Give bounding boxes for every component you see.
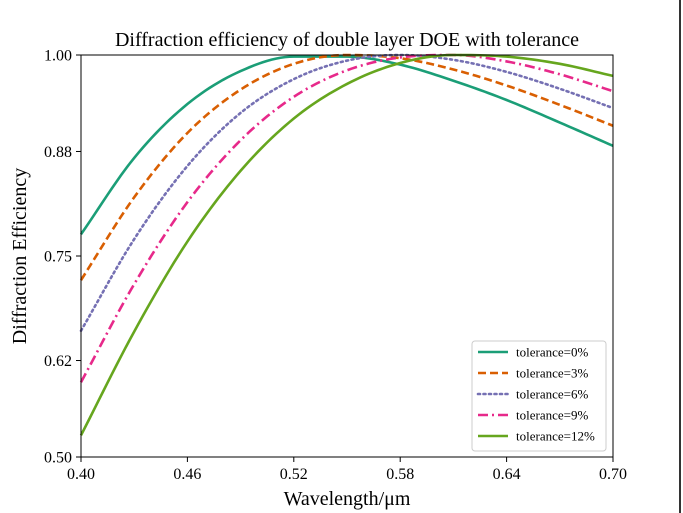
x-tick-label-4: 0.64 bbox=[493, 466, 521, 483]
x-tick-label-3: 0.58 bbox=[386, 466, 414, 483]
legend-label-0: tolerance=0% bbox=[516, 345, 588, 360]
y-tick-label-2: 0.75 bbox=[44, 249, 72, 266]
legend-label-1: tolerance=3% bbox=[516, 366, 588, 381]
legend-label-4: tolerance=12% bbox=[516, 429, 595, 444]
chart-title: Diffraction efficiency of double layer D… bbox=[115, 29, 579, 51]
y-axis-ticks: 0.50 0.62 0.75 0.88 1.00 bbox=[44, 48, 81, 467]
series-line-0 bbox=[79, 55, 614, 236]
legend: tolerance=0% tolerance=3% tolerance=6% tole… bbox=[471, 340, 607, 452]
series-line-4 bbox=[79, 53, 614, 436]
x-tick-label-2: 0.52 bbox=[280, 466, 308, 483]
x-tick-label-5: 0.70 bbox=[599, 466, 627, 483]
legend-label-2: tolerance=6% bbox=[516, 387, 588, 402]
legend-box bbox=[471, 340, 607, 452]
x-tick-label-0: 0.40 bbox=[67, 466, 95, 483]
legend-label-3: tolerance=9% bbox=[516, 408, 588, 423]
y-tick-label-4: 1.00 bbox=[44, 48, 72, 65]
x-tick-label-1: 0.46 bbox=[173, 466, 201, 483]
x-axis-ticks: 0.40 0.46 0.52 0.58 0.64 0.70 bbox=[67, 457, 627, 483]
x-axis-label: Wavelength/μm bbox=[284, 488, 411, 510]
y-axis-label: Diffraction Efficiency bbox=[9, 168, 31, 344]
y-tick-label-0: 0.50 bbox=[44, 450, 72, 467]
legend-items: tolerance=0% tolerance=3% tolerance=6% tole… bbox=[476, 345, 595, 444]
series-line-2 bbox=[79, 53, 615, 333]
y-tick-label-3: 0.88 bbox=[44, 144, 72, 161]
y-tick-label-1: 0.62 bbox=[44, 353, 72, 370]
